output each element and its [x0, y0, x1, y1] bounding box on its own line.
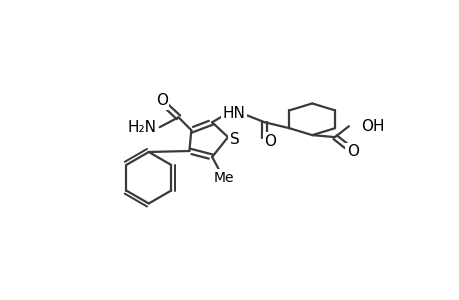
Text: OH: OH [360, 119, 383, 134]
Text: O: O [155, 93, 167, 108]
Text: O: O [346, 145, 358, 160]
Text: S: S [230, 132, 239, 147]
Text: Me: Me [213, 171, 234, 185]
Text: HN: HN [222, 106, 245, 121]
Text: O: O [264, 134, 276, 148]
Text: H₂N: H₂N [127, 120, 156, 135]
